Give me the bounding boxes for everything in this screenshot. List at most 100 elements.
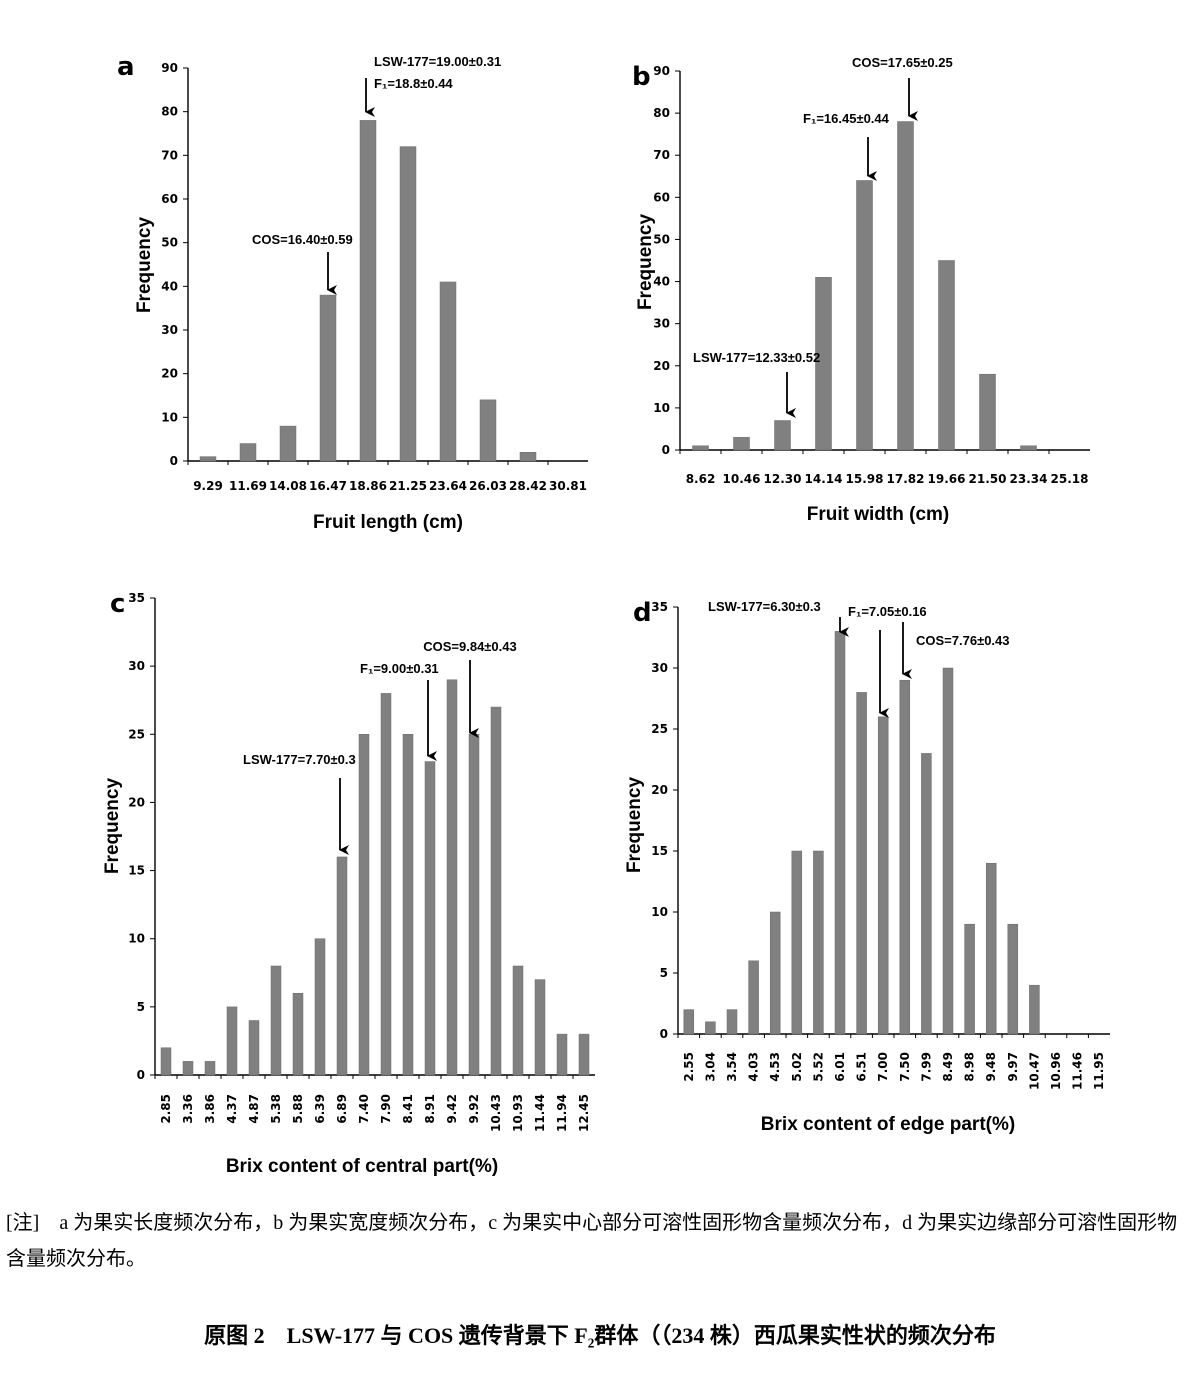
y-tick-label: 15 <box>651 844 668 858</box>
annotation-label: LSW-177=7.70±0.3 <box>243 752 356 767</box>
bar <box>160 1047 172 1076</box>
bar <box>769 911 781 1035</box>
bar <box>877 716 889 1035</box>
bar <box>897 121 914 451</box>
annotation-label: F₁=9.00±0.31 <box>360 661 439 676</box>
annotation-label: COS=7.76±0.43 <box>916 633 1010 648</box>
annotation-label: LSW-177=19.00±0.31 <box>374 54 501 69</box>
x-tick-label: 3.36 <box>181 1094 195 1124</box>
x-tick-label: 10.96 <box>1049 1052 1063 1090</box>
x-tick-label: 23.64 <box>429 479 467 493</box>
y-tick-label: 40 <box>161 279 178 293</box>
x-tick-label: 6.39 <box>313 1094 327 1124</box>
bar <box>358 734 370 1076</box>
x-tick-label: 7.99 <box>919 1052 933 1082</box>
annotation-label: F₁=16.45±0.44 <box>803 111 890 126</box>
bar <box>692 445 709 451</box>
annotation-label: COS=16.40±0.59 <box>252 232 353 247</box>
y-tick-label: 70 <box>653 148 670 162</box>
x-tick-label: 4.03 <box>747 1052 761 1082</box>
x-tick-label: 9.42 <box>445 1094 459 1124</box>
x-tick-label: 9.92 <box>467 1094 481 1124</box>
x-tick-label: 5.52 <box>811 1052 825 1082</box>
x-tick-label: 7.90 <box>379 1094 393 1124</box>
x-tick-label: 11.44 <box>533 1094 547 1132</box>
bar <box>938 260 955 451</box>
bar <box>774 420 791 451</box>
bar <box>226 1006 238 1076</box>
bar <box>705 1021 716 1035</box>
y-tick-label: 10 <box>651 905 668 919</box>
y-tick-label: 30 <box>128 659 145 673</box>
y-tick-label: 35 <box>128 591 145 605</box>
x-tick-label: 9.48 <box>984 1052 998 1082</box>
x-tick-label: 10.43 <box>489 1094 503 1132</box>
x-tick-label: 8.62 <box>686 472 716 486</box>
x-tick-label: 16.47 <box>309 479 347 493</box>
annotation-label: F₁=18.8±0.44 <box>374 76 453 91</box>
chart-panel-a: a 0 10 20 30 40 50 60 70 80 90 9.29 11.69 14.08 16.47 1… <box>117 52 588 533</box>
x-tick-label: 17.82 <box>887 472 925 486</box>
bar <box>834 631 846 1035</box>
x-tick-label: 10.93 <box>511 1094 525 1132</box>
bar <box>399 146 417 462</box>
x-tick-label: 11.95 <box>1092 1052 1106 1090</box>
x-tick-label: 10.46 <box>723 472 761 486</box>
x-tick-label: 6.89 <box>335 1094 349 1124</box>
bar <box>479 399 497 462</box>
y-tick-label: 0 <box>662 443 670 457</box>
y-tick-label: 30 <box>651 661 668 675</box>
x-axis-title: Fruit width (cm) <box>807 504 949 525</box>
bar <box>446 679 458 1076</box>
x-tick-label: 2.55 <box>682 1052 696 1082</box>
x-axis-title: Brix content of central part(%) <box>226 1156 498 1177</box>
panel-letter: c <box>110 589 125 619</box>
x-tick-label: 12.45 <box>577 1094 591 1132</box>
y-tick-label: 70 <box>161 148 178 162</box>
y-tick-label: 5 <box>660 966 668 980</box>
y-tick-label: 50 <box>653 232 670 246</box>
annotation-label: COS=9.84±0.43 <box>423 639 517 654</box>
bar <box>182 1061 194 1076</box>
bar <box>813 850 824 1035</box>
x-tick-label: 7.00 <box>876 1052 890 1082</box>
bar <box>979 373 996 451</box>
y-tick-label: 80 <box>161 105 178 119</box>
x-tick-label: 26.03 <box>469 479 507 493</box>
x-tick-label: 14.08 <box>269 479 307 493</box>
x-tick-label: 12.30 <box>764 472 802 486</box>
figure-caption: 原图 2 LSW-177 与 COS 遗传背景下 F₂群体（（234 株）西瓜果… <box>204 1323 996 1348</box>
bar <box>578 1033 590 1076</box>
annotation-label: LSW-177=6.30±0.3 <box>708 599 821 614</box>
x-tick-label: 8.49 <box>941 1052 955 1082</box>
bar <box>314 938 326 1076</box>
x-tick-label: 28.42 <box>509 479 547 493</box>
x-tick-label: 21.25 <box>389 479 427 493</box>
y-tick-label: 10 <box>161 410 178 424</box>
x-tick-label: 6.51 <box>855 1052 869 1082</box>
x-tick-label: 4.87 <box>247 1094 261 1124</box>
y-tick-label: 30 <box>161 323 178 337</box>
y-tick-label: 20 <box>653 359 670 373</box>
bar <box>490 706 502 1076</box>
y-tick-label: 5 <box>137 1000 145 1014</box>
x-tick-label: 11.94 <box>555 1094 569 1132</box>
x-axis-title: Fruit length (cm) <box>313 512 463 533</box>
x-tick-label: 7.40 <box>357 1094 371 1124</box>
y-axis-title: Frequency <box>624 777 645 874</box>
y-tick-label: 20 <box>161 367 178 381</box>
bar <box>319 294 337 462</box>
bar <box>556 1033 568 1076</box>
x-tick-label: 4.37 <box>225 1094 239 1124</box>
annotation-label: F₁=7.05±0.16 <box>848 604 927 619</box>
x-tick-label: 5.38 <box>269 1094 283 1124</box>
bar <box>519 452 537 462</box>
bar <box>402 734 414 1076</box>
y-tick-label: 90 <box>653 64 670 78</box>
panel-letter: a <box>117 52 135 82</box>
y-tick-label: 60 <box>161 192 178 206</box>
y-tick-label: 0 <box>170 454 178 468</box>
y-tick-label: 15 <box>128 864 145 878</box>
